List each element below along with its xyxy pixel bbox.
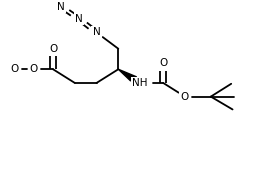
Text: O: O [30,64,38,74]
Polygon shape [118,69,137,81]
Text: O: O [49,44,57,54]
Text: NH: NH [132,78,148,88]
Text: N: N [75,14,83,24]
Text: O: O [159,58,167,68]
Text: N: N [57,2,65,12]
Text: O: O [11,64,19,74]
Text: N: N [93,28,100,37]
Text: O: O [181,92,189,102]
